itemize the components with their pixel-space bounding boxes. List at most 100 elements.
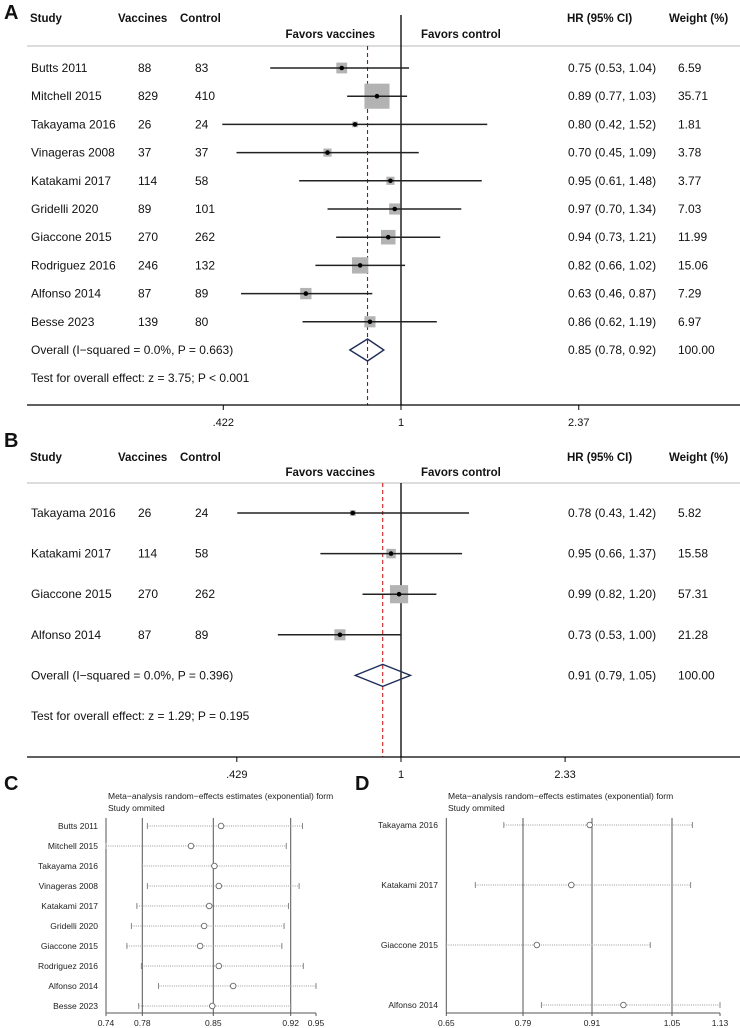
control-n: 101 (195, 202, 215, 216)
estimate-marker (586, 821, 593, 829)
study-name: Vinageras 2008 (31, 146, 115, 160)
estimate-marker (187, 842, 195, 850)
control-n: 89 (195, 287, 209, 301)
weight-value: 11.99 (678, 230, 707, 244)
vaccines-n: 270 (138, 230, 158, 244)
point-estimate (350, 510, 356, 516)
control-n: 24 (195, 117, 209, 131)
estimate-marker (620, 1001, 627, 1009)
weight-value: 6.59 (678, 61, 702, 75)
vaccines-n: 88 (138, 61, 152, 75)
favors-control-label: Favors control (421, 29, 501, 41)
header-hr-ci: HR (95% CI) (567, 13, 632, 25)
header-control: Control (180, 452, 221, 464)
estimate-marker (209, 1002, 216, 1010)
point-estimate (337, 632, 343, 638)
point-estimate (325, 150, 330, 155)
x-tick-label: 0.78 (134, 1018, 151, 1028)
study-name: Besse 2023 (31, 315, 95, 329)
sensitivity-title: Meta−analysis random−effects estimates (… (108, 791, 333, 801)
header-vaccines: Vaccines (118, 13, 167, 25)
study-name: Alfonso 2014 (31, 287, 101, 301)
control-n: 262 (195, 230, 215, 244)
omitted-study-label: Takayama 2016 (38, 861, 98, 871)
study-name: Alfonso 2014 (31, 628, 101, 642)
omitted-study-label: Besse 2023 (53, 1001, 98, 1011)
header-hr-ci: HR (95% CI) (567, 452, 632, 464)
point-estimate (352, 122, 358, 127)
overall-hr-ci: 0.85 (0.78, 0.92) (568, 343, 656, 357)
hr-ci-value: 0.97 (0.70, 1.34) (568, 202, 656, 216)
omitted-study-label: Giaccone 2015 (41, 941, 98, 951)
control-n: 83 (195, 61, 209, 75)
weight-value: 7.03 (678, 202, 702, 216)
omitted-study-label: Rodriguez 2016 (38, 961, 98, 971)
hr-ci-value: 0.94 (0.73, 1.21) (568, 230, 656, 244)
point-estimate (303, 291, 309, 296)
control-n: 58 (195, 174, 209, 188)
hr-ci-value: 0.63 (0.46, 0.87) (568, 287, 656, 301)
control-n: 410 (195, 89, 215, 103)
study-name: Butts 2011 (31, 61, 88, 75)
estimate-marker (205, 902, 213, 910)
study-name: Takayama 2016 (31, 506, 116, 520)
weight-value: 57.31 (678, 587, 708, 601)
overall-label: Overall (I−squared = 0.0%, P = 0.396) (31, 668, 233, 682)
weight-value: 3.78 (678, 146, 702, 160)
panel-label-d: D (355, 773, 369, 795)
overall-hr-ci: 0.91 (0.79, 1.05) (568, 668, 656, 682)
vaccines-n: 37 (138, 146, 152, 160)
study-name: Rodriguez 2016 (31, 258, 116, 272)
omitted-study-label: Katakami 2017 (41, 901, 98, 911)
overall-diamond (353, 663, 413, 688)
header-study: Study (30, 13, 63, 25)
weight-value: 15.06 (678, 258, 708, 272)
estimate-marker (200, 922, 208, 930)
vaccines-n: 89 (138, 202, 152, 216)
estimate-marker (217, 822, 225, 830)
panel-label-a: A (4, 2, 18, 24)
omitted-study-label: Vinageras 2008 (39, 881, 99, 891)
favors-control-label: Favors control (421, 467, 501, 479)
control-n: 80 (195, 315, 209, 329)
estimate-marker (215, 962, 223, 970)
hr-ci-value: 0.80 (0.42, 1.52) (568, 117, 656, 131)
header-control: Control (180, 13, 221, 25)
point-estimate (367, 319, 373, 325)
weight-value: 15.58 (678, 547, 708, 561)
header-weight: Weight (%) (669, 13, 728, 25)
overall-weight: 100.00 (678, 668, 715, 682)
study-name: Katakami 2017 (31, 174, 111, 188)
weight-value: 5.82 (678, 506, 702, 520)
study-name: Giaccone 2015 (31, 587, 112, 601)
study-name: Takayama 2016 (31, 117, 116, 131)
point-estimate (374, 93, 380, 99)
x-tick-label: 0.91 (584, 1018, 601, 1028)
weight-value: 7.29 (678, 287, 702, 301)
sensitivity-subtitle: Study ommited (448, 803, 505, 813)
point-estimate (385, 234, 391, 240)
omitted-study-label: Giaccone 2015 (381, 940, 438, 950)
point-estimate (396, 591, 402, 597)
estimate-marker (229, 982, 237, 990)
sensitivity-title: Meta−analysis random−effects estimates (… (448, 791, 673, 801)
point-estimate (388, 178, 393, 184)
weight-value: 35.71 (678, 89, 708, 103)
vaccines-n: 246 (138, 258, 158, 272)
point-estimate (357, 263, 363, 268)
vaccines-n: 114 (138, 174, 157, 188)
x-tick-label: 1 (398, 769, 404, 781)
weight-value: 1.81 (678, 117, 702, 131)
vaccines-n: 26 (138, 117, 152, 131)
overall-label: Overall (I−squared = 0.0%, P = 0.663) (31, 343, 233, 357)
x-tick-label: 1.13 (712, 1018, 729, 1028)
study-name: Mitchell 2015 (31, 89, 102, 103)
estimate-marker (196, 942, 204, 950)
weight-value: 6.97 (678, 315, 702, 329)
omitted-study-label: Gridelli 2020 (50, 921, 98, 931)
weight-value: 21.28 (678, 628, 708, 642)
x-tick-label: 0.95 (308, 1018, 325, 1028)
omitted-study-label: Alfonso 2014 (48, 981, 98, 991)
